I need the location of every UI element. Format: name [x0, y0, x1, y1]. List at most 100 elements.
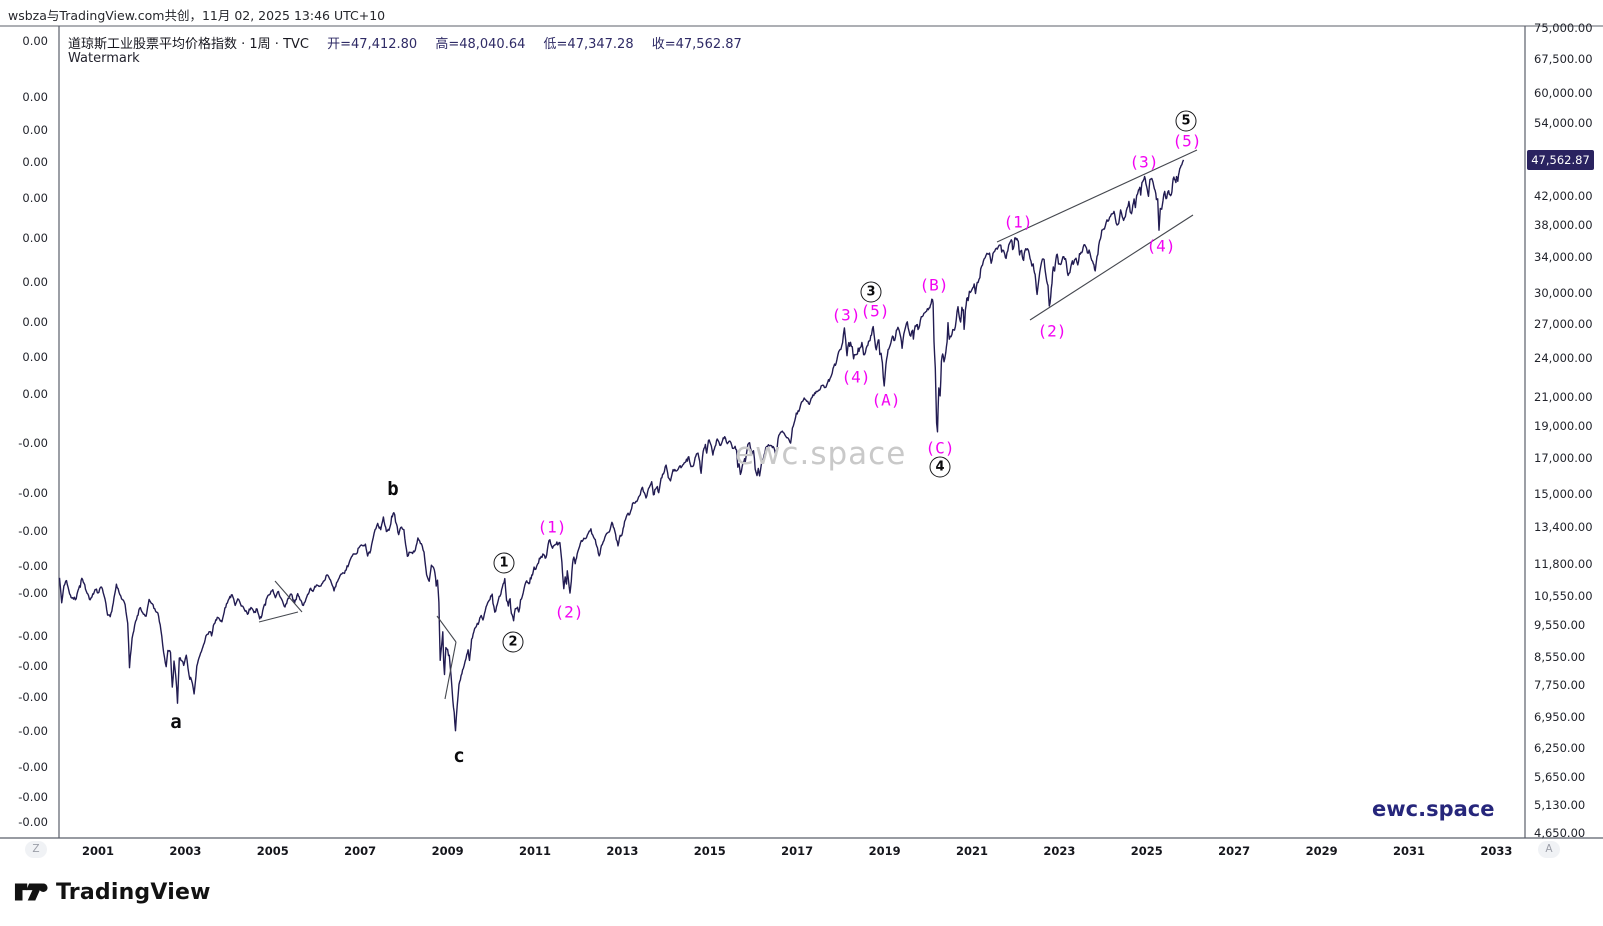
price-scale-tick-label: 6,250.00	[1534, 740, 1586, 755]
left-scale-tick-label: -0.00	[18, 629, 48, 643]
trend-line-0	[274, 580, 303, 613]
price-scale-tick-label: 21,000.00	[1534, 389, 1593, 404]
trend-line-5	[1029, 214, 1194, 321]
left-scale-tick-label: -0.00	[18, 559, 48, 573]
left-scale-tick-label: 0.00	[22, 315, 48, 329]
left-scale-tick-label: 0.00	[22, 90, 48, 104]
wave-label-circled-3[interactable]: 3	[860, 281, 882, 303]
left-scale-tick-label: 0.00	[22, 155, 48, 169]
price-scale-tick-label: 8,550.00	[1534, 649, 1586, 664]
wave-label-b[interactable]: b	[387, 478, 399, 500]
auto-scale-button[interactable]: A	[1538, 841, 1560, 858]
wave-label-circled-2[interactable]: 2	[502, 631, 524, 653]
time-scale-year-label: 2017	[781, 844, 814, 858]
close-value: 收=47,562.87	[651, 37, 742, 52]
wave-label-A[interactable]: (A)	[871, 390, 901, 410]
trend-line-3	[444, 641, 457, 700]
left-scale-tick-label: -0.00	[18, 760, 48, 774]
trend-line-1	[258, 611, 299, 623]
watermark-indicator-label: Watermark	[68, 51, 140, 66]
time-scale-year-label: 2019	[868, 844, 901, 858]
price-scale-tick-label: 7,750.00	[1534, 678, 1586, 693]
left-scale-tick-label: 0.00	[22, 350, 48, 364]
price-scale-tick-label: 30,000.00	[1534, 286, 1593, 301]
left-scale-tick-label: -0.00	[18, 486, 48, 500]
wave-label-2[interactable]: (2)	[554, 602, 584, 622]
wave-label-a[interactable]: a	[170, 711, 182, 733]
time-scale-year-label: 2009	[431, 844, 464, 858]
time-scale-year-label: 2003	[169, 844, 202, 858]
wave-label-c[interactable]: c	[453, 745, 465, 767]
current-price-badge: 47,562.87	[1527, 149, 1594, 170]
tradingview-logo-text: TradingView	[56, 879, 211, 905]
left-scale-tick-label: -0.00	[18, 586, 48, 600]
price-scale-tick-label: 75,000.00	[1534, 21, 1593, 35]
time-scale-year-label: 2005	[256, 844, 289, 858]
price-scale-tick-label: 11,800.00	[1534, 556, 1593, 571]
left-scale-tick-label: 0.00	[22, 191, 48, 205]
time-scale-year-label: 2015	[693, 844, 726, 858]
symbol-title: 道琼斯工业股票平均价格指数 · 1周 · TVC	[68, 37, 309, 52]
wave-label-1[interactable]: (1)	[1003, 212, 1033, 232]
left-scale-tick-label: -0.00	[18, 724, 48, 738]
wave-label-4[interactable]: (4)	[841, 367, 871, 387]
left-scale-tick-label: 0.00	[22, 123, 48, 137]
wave-label-C[interactable]: (C)	[925, 438, 955, 458]
time-scale-year-label: 2013	[606, 844, 639, 858]
time-scale-year-label: 2025	[1130, 844, 1163, 858]
symbol-legend[interactable]: 道琼斯工业股票平均价格指数 · 1周 · TVC 开=47,412.80 高=4…	[68, 33, 742, 52]
chart-attribution: wsbza与TradingView.com共创，11月 02, 2025 13:…	[8, 8, 386, 23]
wave-label-circled-4[interactable]: 4	[929, 456, 951, 478]
price-scale-tick-label: 60,000.00	[1534, 85, 1593, 100]
wave-label-5[interactable]: (5)	[860, 301, 890, 321]
wave-label-B[interactable]: (B)	[919, 275, 949, 295]
left-scale-tick-label: -0.00	[18, 790, 48, 804]
wave-label-3[interactable]: (3)	[1129, 152, 1159, 172]
price-scale-tick-label: 10,550.00	[1534, 589, 1593, 603]
tradingview-logo[interactable]: TradingView	[14, 878, 211, 906]
left-scale-tick-label: -0.00	[18, 690, 48, 704]
time-scale-year-label: 2023	[1043, 844, 1076, 858]
left-scale-tick-label: -0.00	[18, 659, 48, 673]
left-scale-tick-label: 0.00	[22, 387, 48, 401]
price-scale-tick-label: 9,550.00	[1534, 617, 1586, 632]
left-scale-tick-label: -0.00	[18, 524, 48, 538]
wave-label-2[interactable]: (2)	[1037, 321, 1067, 341]
open-value: 开=47,412.80	[327, 37, 418, 52]
left-scale-tick-label: -0.00	[18, 815, 48, 829]
tradingview-logo-icon	[14, 883, 48, 901]
high-value: 高=48,040.64	[435, 37, 526, 52]
time-scale-year-label: 2021	[955, 844, 989, 858]
wave-label-1[interactable]: (1)	[537, 517, 567, 537]
wave-label-circled-5[interactable]: 5	[1175, 110, 1197, 132]
low-value: 低=47,347.28	[543, 37, 634, 52]
wave-label-5[interactable]: (5)	[1172, 131, 1202, 151]
price-scale-tick-label: 17,000.00	[1534, 450, 1593, 465]
left-scale-tick-label: 0.00	[22, 275, 48, 289]
price-scale-tick-label: 19,000.00	[1534, 418, 1593, 433]
price-scale-tick-label: 13,400.00	[1534, 519, 1593, 534]
time-scale-year-label: 2027	[1218, 844, 1251, 858]
price-scale-tick-label: 67,500.00	[1534, 51, 1593, 66]
wave-label-4[interactable]: (4)	[1146, 236, 1176, 256]
price-scale-tick-label: 24,000.00	[1534, 350, 1593, 365]
time-scale-year-label: 2011	[518, 844, 552, 858]
price-scale-tick-label: 5,130.00	[1534, 797, 1586, 812]
left-scale-tick-label: 0.00	[22, 34, 48, 48]
price-scale-tick-label: 15,000.00	[1534, 487, 1593, 502]
price-scale-tick-label: 5,650.00	[1534, 769, 1586, 784]
time-scale-year-label: 2001	[81, 844, 115, 858]
center-watermark: ewc.space	[735, 436, 907, 472]
wave-label-circled-1[interactable]: 1	[493, 552, 515, 574]
time-scale-year-label: 2031	[1392, 844, 1426, 858]
time-scale-year-label: 2029	[1305, 844, 1338, 858]
left-scale-tick-label: -0.00	[18, 436, 48, 450]
price-scale-tick-label: 6,950.00	[1534, 709, 1586, 724]
price-scale-tick-label: 34,000.00	[1534, 250, 1593, 265]
price-scale-tick-label: 38,000.00	[1534, 217, 1593, 232]
timezone-button[interactable]: Z	[25, 841, 47, 858]
time-scale-year-label: 2007	[344, 844, 377, 858]
trend-line-2	[436, 615, 457, 643]
wave-label-3[interactable]: (3)	[831, 305, 861, 325]
